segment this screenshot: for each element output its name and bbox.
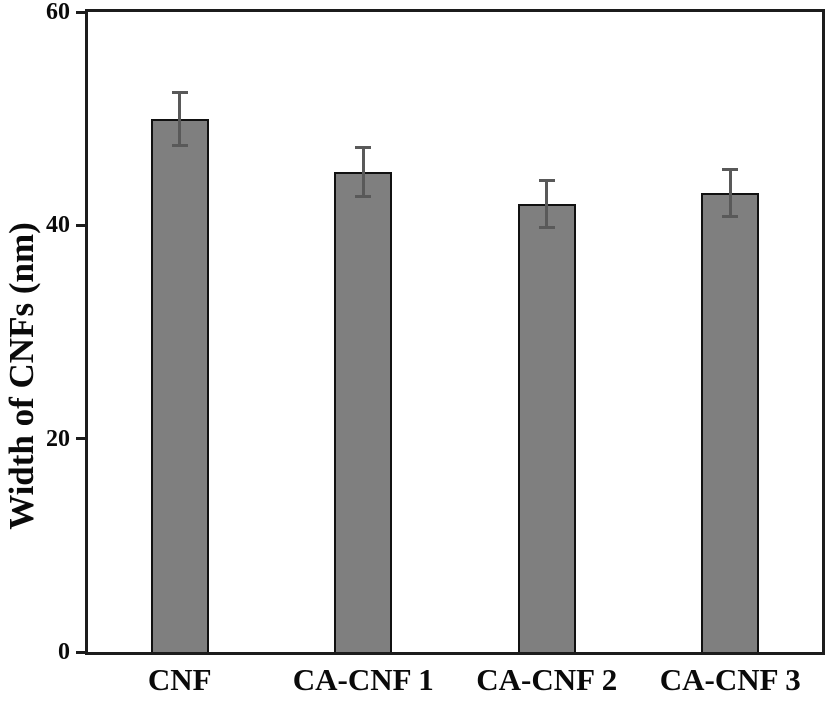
y-tick xyxy=(76,10,85,14)
error-cap-bottom-ca-cnf-1 xyxy=(355,195,372,199)
error-bar-ca-cnf-3 xyxy=(728,169,732,217)
bar-cnf xyxy=(150,118,209,652)
error-cap-top-ca-cnf-1 xyxy=(355,145,372,149)
x-category-label-ca-cnf-3: CA-CNF 3 xyxy=(659,662,801,697)
bar-ca-cnf-1 xyxy=(334,172,393,652)
y-tick-label: 60 xyxy=(46,0,70,25)
y-tick xyxy=(76,650,85,654)
error-bar-ca-cnf-1 xyxy=(361,147,365,197)
bar-ca-cnf-2 xyxy=(517,204,576,652)
x-category-label-cnf: CNF xyxy=(147,662,212,697)
plot-area xyxy=(88,12,822,652)
x-category-label-ca-cnf-2: CA-CNF 2 xyxy=(476,662,618,697)
y-tick-label: 0 xyxy=(58,639,70,665)
y-tick xyxy=(76,223,85,227)
error-cap-bottom-ca-cnf-2 xyxy=(538,225,555,229)
y-tick-label: 40 xyxy=(46,212,70,239)
error-cap-bottom-ca-cnf-3 xyxy=(722,215,739,219)
error-cap-bottom-cnf xyxy=(171,143,188,147)
y-tick-label: 20 xyxy=(46,425,70,452)
error-cap-top-ca-cnf-2 xyxy=(538,179,555,183)
error-bar-cnf xyxy=(178,92,182,146)
bar-ca-cnf-3 xyxy=(701,193,760,652)
error-cap-top-ca-cnf-3 xyxy=(722,168,739,172)
error-bar-ca-cnf-2 xyxy=(545,180,549,228)
y-tick xyxy=(76,437,85,441)
x-category-label-ca-cnf-1: CA-CNF 1 xyxy=(292,662,434,697)
error-cap-top-cnf xyxy=(171,90,188,94)
